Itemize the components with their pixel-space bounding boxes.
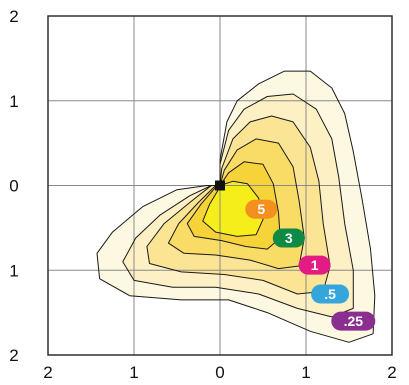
x-tick-label: 1 bbox=[301, 363, 310, 382]
contour-label-text: .25 bbox=[344, 313, 364, 329]
contour-label-pill bbox=[245, 199, 278, 219]
contour-fills bbox=[97, 71, 375, 343]
contour-labels: .25 .5 1 3 5 bbox=[245, 199, 376, 331]
contour-label-text: 1 bbox=[311, 257, 319, 273]
y-tick-label: 2 bbox=[9, 346, 18, 365]
y-tick-label: 2 bbox=[9, 7, 18, 26]
contour-line-p25 bbox=[96, 70, 376, 343]
contour-label-p25: .25 bbox=[331, 311, 376, 331]
x-tick-label: 0 bbox=[215, 363, 224, 382]
contour-fill-peak bbox=[202, 181, 263, 237]
contour-label-pill bbox=[272, 228, 305, 248]
contour-label-pill bbox=[311, 284, 350, 304]
plot-frame bbox=[47, 15, 393, 356]
contour-lines bbox=[96, 70, 376, 343]
x-tick-label: 1 bbox=[129, 363, 138, 382]
y-tick-label: 0 bbox=[9, 177, 18, 196]
contour-label-text: .5 bbox=[324, 286, 336, 302]
contour-label-p5: .5 bbox=[311, 284, 350, 304]
contour-line-peak bbox=[202, 180, 264, 237]
contour-label-5: 5 bbox=[245, 199, 278, 219]
contour-line-3 bbox=[167, 138, 305, 270]
contour-label-text: 5 bbox=[257, 201, 265, 217]
x-tick-label: 2 bbox=[43, 363, 52, 382]
axis-tick-labels: 2 1 0 1 2 2 1 0 1 2 bbox=[9, 7, 396, 382]
contour-label-3: 3 bbox=[272, 228, 305, 248]
y-tick-label: 1 bbox=[9, 92, 18, 111]
contour-line-5 bbox=[186, 161, 281, 250]
contour-label-pill bbox=[298, 255, 331, 275]
x-tick-label: 2 bbox=[387, 363, 396, 382]
contour-label-pill bbox=[331, 311, 376, 331]
origin-marker bbox=[215, 180, 225, 191]
contour-label-1: 1 bbox=[298, 255, 331, 275]
y-tick-label: 1 bbox=[9, 261, 18, 280]
contour-label-text: 3 bbox=[285, 230, 293, 246]
